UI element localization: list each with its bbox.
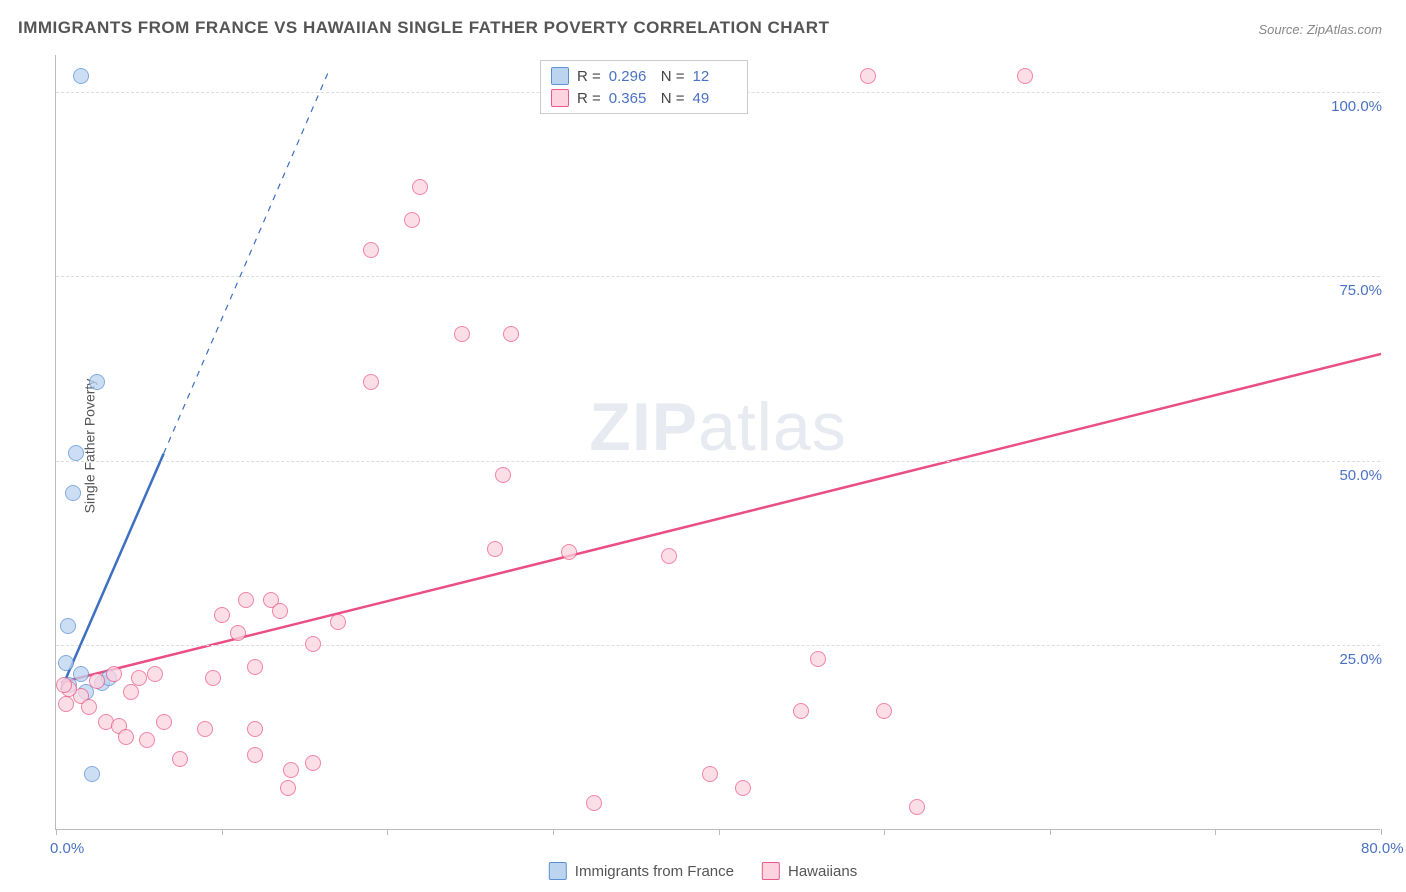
x-tick: [387, 829, 388, 835]
y-tick-label: 50.0%: [1339, 467, 1382, 484]
point-france: [73, 68, 89, 84]
x-tick-label: 0.0%: [50, 840, 84, 857]
point-hawaiians: [412, 179, 428, 195]
point-hawaiians: [454, 326, 470, 342]
x-tick: [719, 829, 720, 835]
legend-label: Immigrants from France: [575, 863, 734, 880]
y-tick-label: 25.0%: [1339, 651, 1382, 668]
point-hawaiians: [735, 780, 751, 796]
point-hawaiians: [280, 780, 296, 796]
trend-lines-svg: [56, 55, 1380, 829]
point-hawaiians: [230, 625, 246, 641]
point-hawaiians: [487, 541, 503, 557]
n-label: N =: [661, 68, 685, 85]
x-tick: [56, 829, 57, 835]
point-hawaiians: [503, 326, 519, 342]
point-hawaiians: [172, 751, 188, 767]
grid-line: [56, 645, 1380, 646]
legend-swatch: [549, 862, 567, 880]
plot-area: ZIPatlas 25.0%50.0%75.0%100.0%0.0%80.0%: [55, 55, 1380, 830]
point-hawaiians: [283, 762, 299, 778]
point-hawaiians: [247, 659, 263, 675]
chart-container: IMMIGRANTS FROM FRANCE VS HAWAIIAN SINGL…: [0, 0, 1406, 892]
n-label: N =: [661, 90, 685, 107]
legend-swatch: [762, 862, 780, 880]
point-hawaiians: [106, 666, 122, 682]
y-tick-label: 100.0%: [1331, 98, 1382, 115]
legend-stat-row: R = 0.365 N = 49: [551, 87, 737, 109]
point-hawaiians: [876, 703, 892, 719]
r-label: R =: [577, 90, 601, 107]
x-tick: [1215, 829, 1216, 835]
point-hawaiians: [156, 714, 172, 730]
point-hawaiians: [272, 603, 288, 619]
point-hawaiians: [118, 729, 134, 745]
watermark: ZIPatlas: [589, 388, 846, 466]
legend-item-france: Immigrants from France: [549, 862, 734, 880]
point-hawaiians: [247, 747, 263, 763]
r-value: 0.296: [609, 68, 653, 85]
legend-series: Immigrants from France Hawaiians: [549, 862, 857, 880]
n-value: 49: [693, 90, 737, 107]
y-tick-label: 75.0%: [1339, 282, 1382, 299]
point-france: [89, 374, 105, 390]
point-hawaiians: [131, 670, 147, 686]
point-hawaiians: [702, 766, 718, 782]
trend-line-hawaiians: [61, 354, 1381, 682]
legend-stats: R = 0.296 N = 12 R = 0.365 N = 49: [540, 60, 748, 114]
legend-swatch: [551, 89, 569, 107]
point-france: [60, 618, 76, 634]
point-hawaiians: [909, 799, 925, 815]
point-hawaiians: [123, 684, 139, 700]
grid-line: [56, 276, 1380, 277]
x-tick: [553, 829, 554, 835]
point-hawaiians: [661, 548, 677, 564]
x-tick: [222, 829, 223, 835]
grid-line: [56, 461, 1380, 462]
point-hawaiians: [561, 544, 577, 560]
point-france: [65, 485, 81, 501]
r-value: 0.365: [609, 90, 653, 107]
point-hawaiians: [363, 242, 379, 258]
r-label: R =: [577, 68, 601, 85]
point-hawaiians: [1017, 68, 1033, 84]
chart-title: IMMIGRANTS FROM FRANCE VS HAWAIIAN SINGL…: [18, 18, 829, 38]
point-hawaiians: [793, 703, 809, 719]
point-france: [84, 766, 100, 782]
x-tick: [1381, 829, 1382, 835]
point-hawaiians: [205, 670, 221, 686]
point-hawaiians: [586, 795, 602, 811]
point-hawaiians: [363, 374, 379, 390]
legend-swatch: [551, 67, 569, 85]
point-hawaiians: [58, 696, 74, 712]
point-france: [68, 445, 84, 461]
point-hawaiians: [305, 755, 321, 771]
point-hawaiians: [238, 592, 254, 608]
point-hawaiians: [147, 666, 163, 682]
point-hawaiians: [495, 467, 511, 483]
x-tick-label: 80.0%: [1361, 840, 1404, 857]
point-hawaiians: [214, 607, 230, 623]
point-hawaiians: [197, 721, 213, 737]
point-hawaiians: [89, 673, 105, 689]
point-hawaiians: [247, 721, 263, 737]
point-france: [58, 655, 74, 671]
point-hawaiians: [404, 212, 420, 228]
legend-label: Hawaiians: [788, 863, 857, 880]
point-hawaiians: [56, 677, 72, 693]
point-hawaiians: [139, 732, 155, 748]
point-hawaiians: [305, 636, 321, 652]
point-hawaiians: [860, 68, 876, 84]
x-tick: [1050, 829, 1051, 835]
legend-stat-row: R = 0.296 N = 12: [551, 65, 737, 87]
point-hawaiians: [81, 699, 97, 715]
point-hawaiians: [330, 614, 346, 630]
trend-line-dash-france: [164, 70, 330, 454]
legend-item-hawaiians: Hawaiians: [762, 862, 857, 880]
x-tick: [884, 829, 885, 835]
n-value: 12: [693, 68, 737, 85]
source-label: Source: ZipAtlas.com: [1258, 22, 1382, 37]
point-hawaiians: [810, 651, 826, 667]
